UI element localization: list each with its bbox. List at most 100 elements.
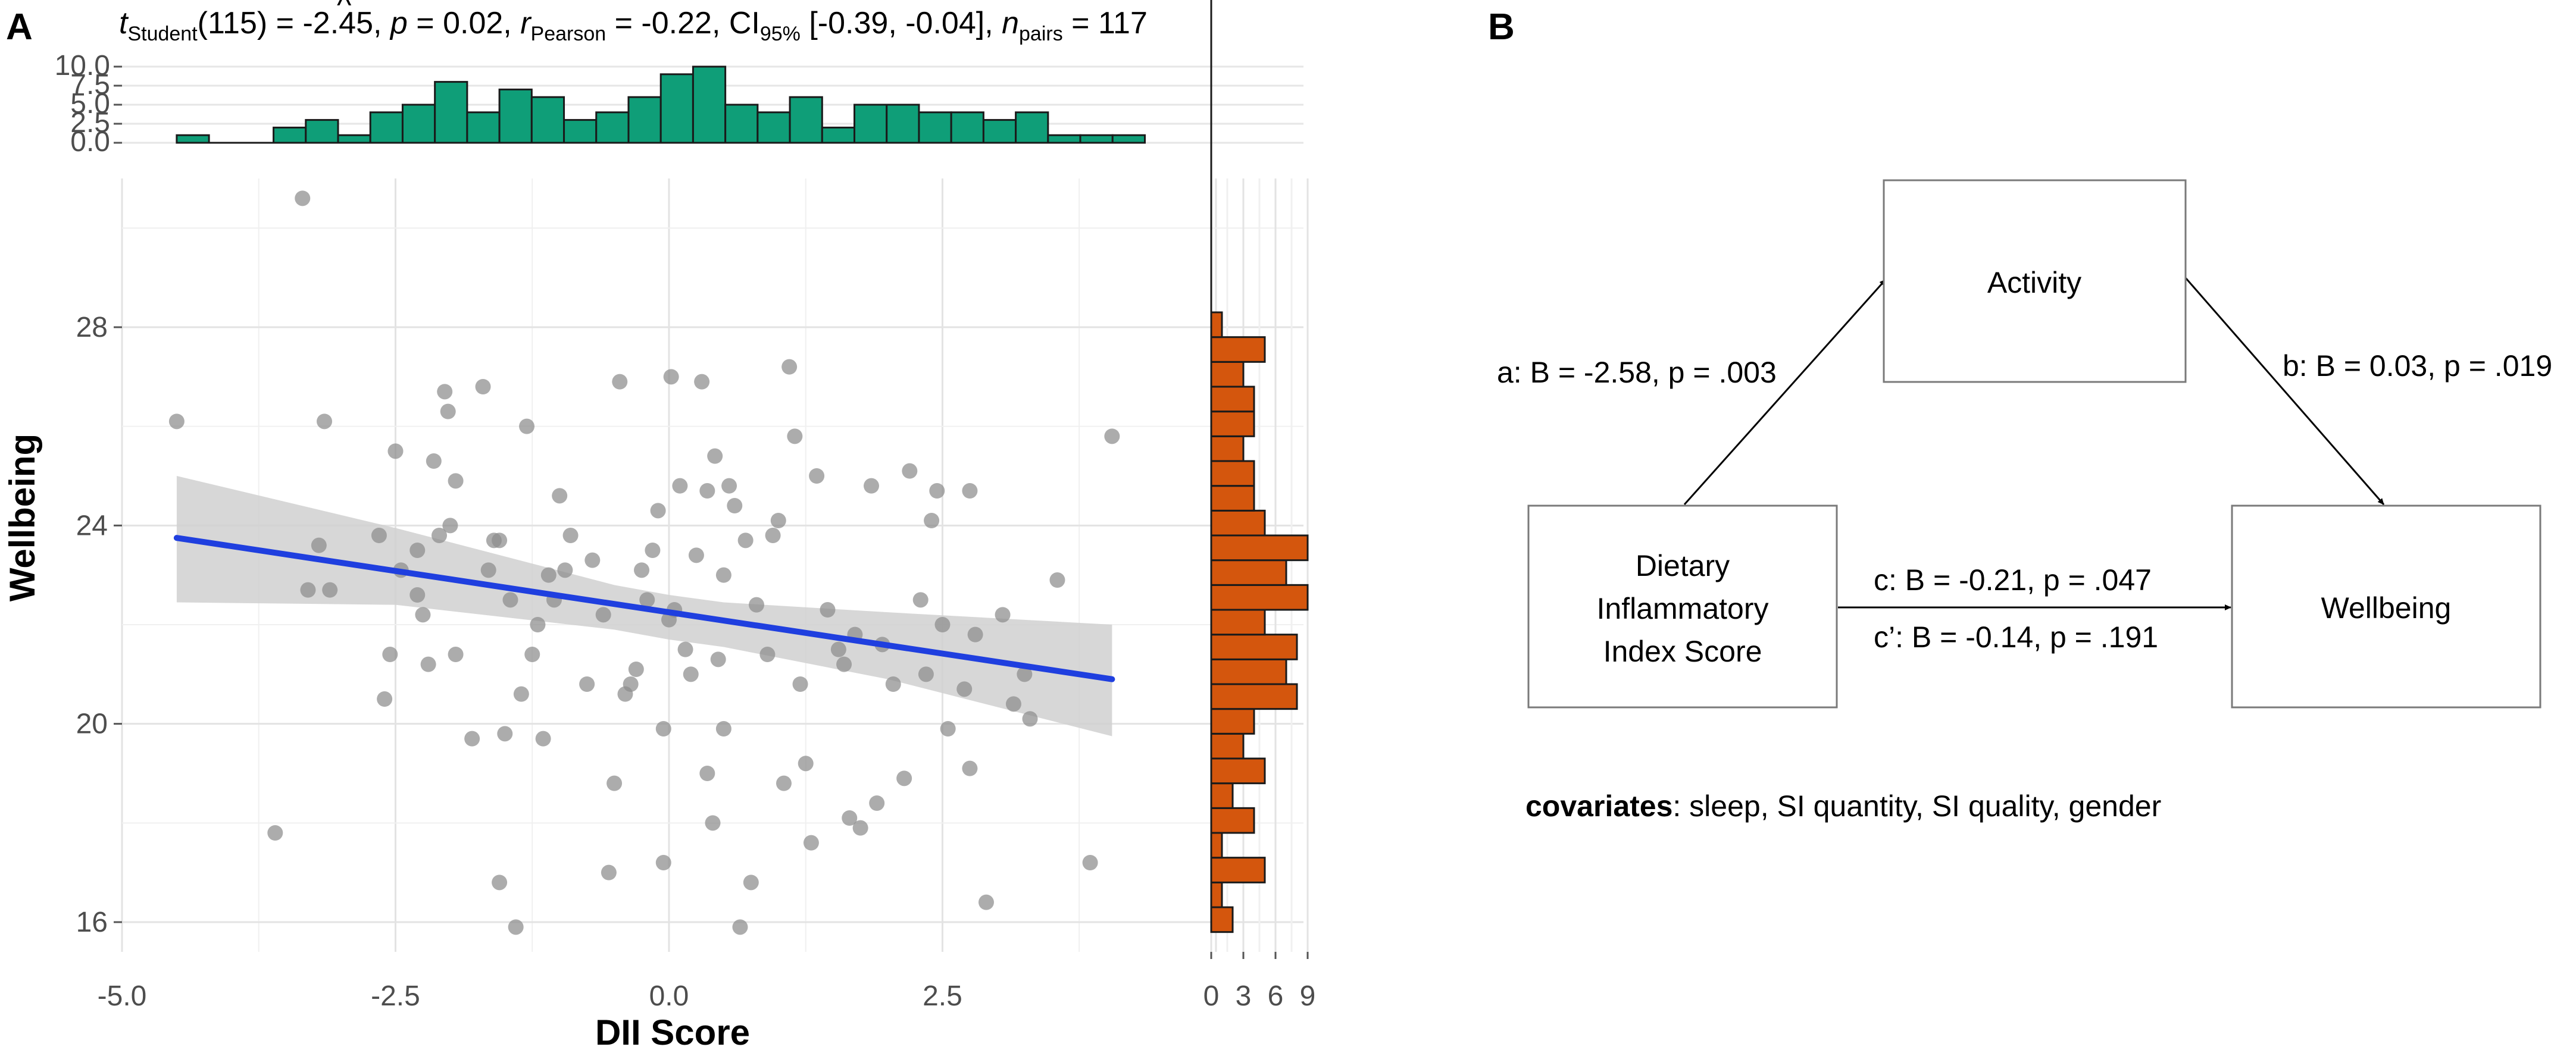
data-point [371,528,387,543]
data-point [765,528,781,543]
data-point [743,875,759,891]
data-point [929,483,945,499]
data-point [688,547,704,563]
right-hist-tick-label: 6 [1268,980,1284,1012]
data-point [699,483,715,499]
top-histogram [176,65,1146,144]
path-c-label: c: B = -0.21, p = .047 [1874,563,2152,597]
activity-label: Activity [1987,266,2081,299]
x-axis-title: DII Score [595,1013,750,1052]
data-point [940,721,956,737]
data-point [792,676,808,692]
ci-value: [-0.39, -0.04], [801,6,1002,40]
r-subscript: Pearson [531,23,607,45]
right-hist-bar [1210,658,1287,685]
data-point [409,543,426,558]
data-point [579,676,595,692]
data-point [317,413,333,430]
data-point [912,592,929,608]
data-point [956,681,973,697]
top-hist-bar [530,96,565,144]
covariates-text: : sleep, SI quantity, SI quality, gender [1672,789,2161,823]
data-point [749,597,765,613]
data-point [869,795,885,811]
dii-box [1527,504,1838,709]
data-point [710,651,726,667]
right-hist-bar [1210,584,1309,611]
panel-b-label: B [1488,7,1515,48]
right-hist-tick-label: 9 [1300,980,1316,1012]
n-symbol: n [1002,6,1019,40]
data-point [962,483,978,499]
n-value: = 117 [1063,6,1148,40]
data-point [628,662,644,677]
path-a-label: a: B = -2.58, p = .003 [1497,356,1777,389]
data-point [426,453,442,469]
data-point [787,428,803,444]
x-axis-ticks: -5.0 -2.5 0.0 2.5 [98,980,962,1012]
data-point [672,478,688,494]
data-point [852,820,868,836]
wellbeing-label: Wellbeing [2321,591,2452,625]
data-point [322,582,338,598]
data-point [677,641,693,657]
data-point [432,528,448,543]
right-hist-bar [1210,435,1245,462]
top-hist-tick-label: 10.0 [55,50,110,82]
y-axis-ticks: 16 20 24 28 [76,312,122,938]
data-point [918,666,934,682]
right-histogram [1210,0,1309,933]
dii-label-line2: Inflammatory [1597,592,1769,625]
data-point [440,403,456,419]
right-hist-bar [1210,460,1255,487]
data-point [798,756,814,772]
data-point [557,562,573,578]
data-point [995,607,1011,623]
path-c-prime-label: c’: B = -0.14, p = .191 [1874,620,2158,654]
data-point [601,864,617,880]
right-hist-bar [1210,485,1255,512]
data-point [524,647,540,662]
top-hist-bar [273,126,307,144]
data-point [1005,696,1021,712]
data-point [885,676,901,692]
right-hist-tick-label: 3 [1236,980,1252,1012]
data-point [377,691,393,707]
right-hist-bar [1210,857,1266,883]
data-point [655,721,671,737]
data-point [300,582,316,598]
data-point [595,607,611,623]
top-hist-bar [982,119,1017,144]
right-hist-bar [1210,732,1245,760]
path-b-arrow [2184,277,2385,505]
r-value: = -0.22, CI [606,6,760,40]
top-hist-bar [692,65,727,144]
data-point [781,359,798,375]
right-hist-bar [1210,534,1309,562]
covariates-label: covariates [1525,789,1672,823]
data-point [1049,572,1065,588]
right-hist-tick-label: 0 [1203,980,1220,1012]
top-hist-bar [1015,111,1049,144]
right-hist-bar [1210,881,1223,908]
data-point [420,656,436,672]
covariates-note: covariates: sleep, SI quantity, SI quali… [1525,789,2161,823]
data-point [934,617,951,632]
right-hist-bar [1210,609,1266,636]
data-point [530,617,546,632]
data-point [584,552,601,568]
data-point [732,919,748,935]
top-histogram-y-axis: 0.02.55.07.510.0 [55,50,122,158]
data-point [864,478,880,494]
data-point [267,825,283,841]
top-hist-tick-label: 5.0 [70,88,110,120]
top-hist-bar [627,96,662,144]
x-tick-label: -2.5 [371,980,420,1012]
right-hist-bar [1210,361,1245,388]
data-point [842,810,858,826]
data-point [634,562,650,578]
right-hist-bar [1210,807,1255,834]
data-point [830,641,846,657]
x-tick-label: 0.0 [649,980,689,1012]
